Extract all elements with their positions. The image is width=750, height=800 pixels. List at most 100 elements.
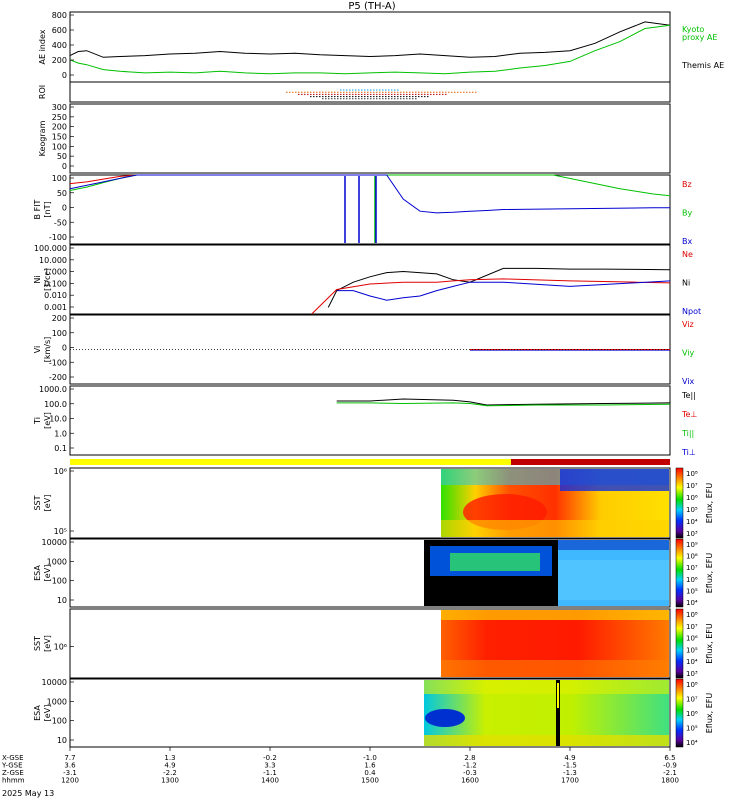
y-tick-label: 10.0 (49, 415, 67, 424)
panel-frame-density (69, 244, 671, 315)
date-label: 2025 May 13 (2, 789, 54, 798)
ephemeris-value: 3.6 (64, 762, 76, 770)
panel-ylabel: Vi (33, 346, 42, 354)
colorbar-tick: 10⁷ (686, 564, 698, 572)
mode-segment (70, 459, 511, 465)
ephemeris-value: -2.1 (663, 769, 677, 777)
colorbars (675, 467, 684, 748)
y-tick-label: 10⁵ (54, 527, 67, 536)
series-line-npot (336, 280, 671, 301)
legend-entry: Ti|| (681, 429, 694, 438)
y-tick-label: 200 (52, 314, 67, 323)
y-tick-label: 0.100 (44, 279, 67, 288)
y-tick-label: -100 (49, 358, 67, 367)
legend-entry: Bz (682, 180, 692, 189)
legend-entry: Ne (682, 250, 693, 259)
y-tick-label: 10000 (42, 538, 67, 547)
colorbar-tick: 10⁶ (686, 635, 698, 643)
y-tick-label: -50 (54, 218, 67, 227)
ephemeris-value: -1.5 (563, 762, 577, 770)
panel-frames (69, 11, 671, 456)
y-tick-label: 100.0 (44, 400, 67, 409)
panel-units: [eV] (43, 565, 52, 582)
y-tick-label: 1000.0 (39, 385, 67, 394)
x-axis: X-GSE 7.7 1.3 -0.2 -1.0 2.8 4.9 6.5 Y-GSE 3.6 4.9 3… (1, 747, 679, 785)
series-lines (69, 21, 671, 407)
colorbar-tick: 10⁷ (686, 623, 698, 631)
colorbar-tick: 10⁴ (686, 739, 698, 747)
y-tick-label: 10⁶ (54, 643, 67, 652)
panel-frame-keogram (69, 103, 671, 174)
mode-bar (70, 459, 670, 465)
y-tick-label: 150 (52, 133, 67, 142)
y-tick-label: 200 (52, 123, 67, 132)
ephemeris-value: 1500 (361, 777, 379, 785)
colorbar-tick: 10⁶ (686, 494, 698, 502)
series-line-ti (336, 402, 671, 407)
ephemeris-value: 1.3 (164, 754, 175, 762)
y-tick-label: 10⁶ (54, 467, 67, 476)
ephemeris-value: 7.7 (64, 754, 75, 762)
legend-entry: Ti⊥ (681, 448, 696, 457)
panel-ylabel: Ni (33, 275, 42, 283)
y-tick-label: 100 (52, 174, 67, 183)
ephemeris-value: -3.1 (63, 769, 77, 777)
panel-units: [eV] (43, 635, 52, 652)
legend-entry: Npot (682, 307, 701, 316)
legend-entry: Kyoto (682, 25, 704, 34)
y-tick-label: 100.000 (34, 244, 67, 253)
legend-entry: Viy (682, 349, 695, 358)
series-line-bz (69, 174, 137, 185)
y-tick-label: -100 (49, 233, 67, 242)
y-tick-label: 100 (52, 142, 67, 151)
spectrogram-esa-ion (69, 678, 671, 748)
ephemeris-value: -0.9 (663, 762, 677, 770)
y-tick-label: 1.0 (54, 429, 67, 438)
legend-entry: Te|| (681, 391, 696, 400)
colorbar-tick: 10⁷ (686, 482, 698, 490)
y-tick-label: 200 (52, 56, 67, 65)
panel-ylabel: ROI (38, 85, 47, 99)
ephemeris-value: 1.6 (364, 762, 376, 770)
ephemeris-value: 4.9 (564, 754, 575, 762)
legend-entry: Viz (682, 320, 694, 329)
ephemeris-row-label: Z-GSE (2, 769, 24, 777)
panel-ylabel: Keogram (38, 120, 47, 156)
legend-entry: By (682, 209, 692, 218)
panel-ylabel: ESA (33, 565, 42, 581)
ephemeris-value: 4.9 (164, 762, 175, 770)
ephemeris-value: -1.1 (263, 769, 277, 777)
y-tick-label: -200 (49, 373, 67, 382)
ephemeris-value: 1600 (461, 777, 479, 785)
y-tick-labels: 8006004002000300250200150100500100500-50… (34, 11, 74, 745)
y-tick-label: 1000 (47, 697, 67, 706)
panel-ylabel: B FIT (33, 199, 42, 219)
colorbar-tick: 10⁸ (686, 470, 698, 478)
colorbar-tick: 10³ (686, 670, 698, 678)
colorbar-label: Eflux, EFU (705, 483, 714, 524)
panel-ylabel: SST (33, 636, 42, 651)
colorbar-tick: 10⁴ (686, 658, 698, 666)
ephemeris-value: -1.3 (563, 769, 577, 777)
y-tick-label: 1.000 (44, 268, 67, 277)
series-line-ni (327, 267, 671, 308)
y-tick-label: 100 (52, 717, 67, 726)
legend-entry: Themis AE (681, 61, 724, 70)
colorbar-tick: 10⁵ (686, 587, 698, 595)
colorbar-tick: 10⁸ (686, 681, 698, 689)
y-tick-label: 600 (52, 26, 67, 35)
panel-frame-temperature (69, 385, 671, 456)
y-tick-label: 0.1 (54, 444, 67, 453)
colorbar-tick: 10⁴ (686, 599, 698, 607)
series-line-kyoto (69, 24, 671, 75)
y-tick-label: 400 (52, 41, 67, 50)
series-line-by (69, 174, 671, 197)
y-tick-label: 0.001 (44, 303, 67, 312)
colorbar-tick: 10⁸ (686, 611, 698, 619)
panel-units: [eV] (43, 495, 52, 512)
ephemeris-value: 1300 (161, 777, 179, 785)
panel-ylabel: ESA (33, 705, 42, 721)
ephemeris-value: -2.2 (163, 769, 177, 777)
y-tick-label: 100 (52, 329, 67, 338)
y-tick-label: 300 (52, 103, 67, 112)
